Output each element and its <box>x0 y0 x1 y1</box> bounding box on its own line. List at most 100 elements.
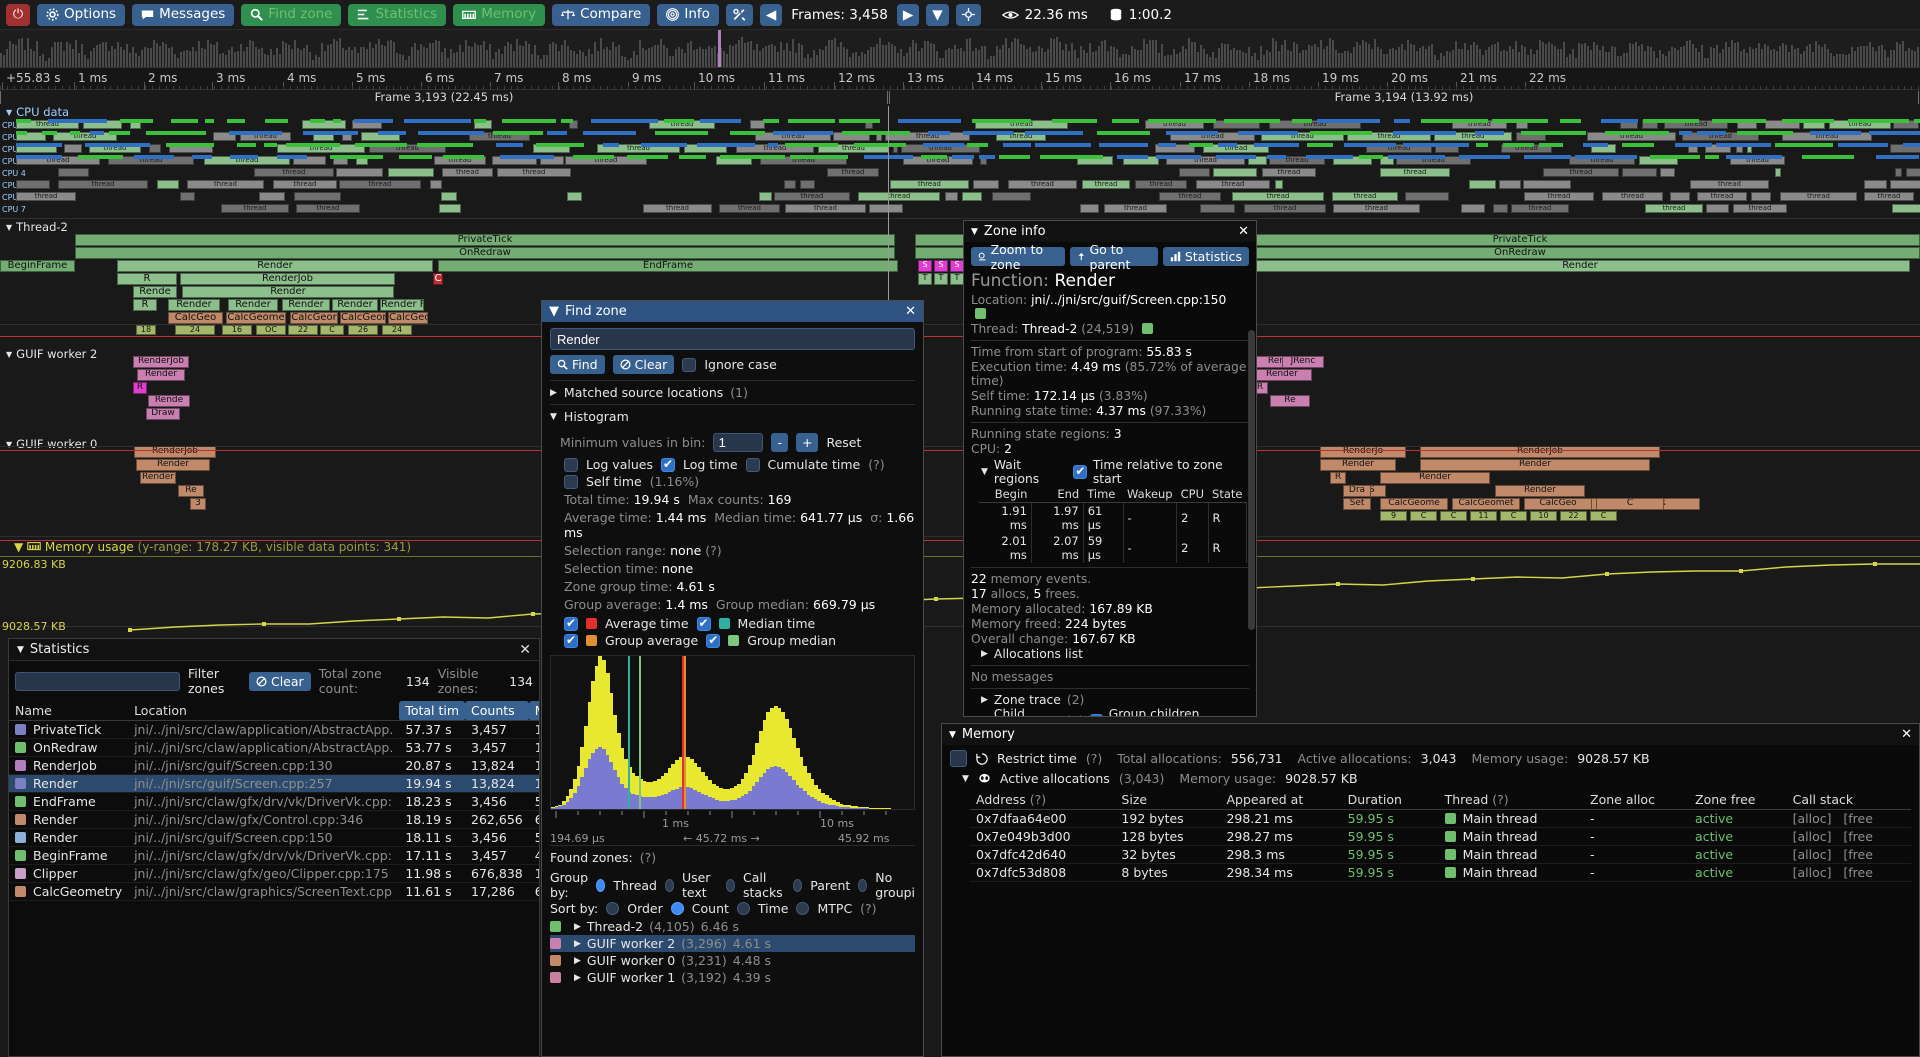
col-name[interactable]: Name <box>9 701 129 721</box>
cpu-zone[interactable]: thread <box>827 168 879 177</box>
min-values-input[interactable] <box>713 433 764 452</box>
options-button[interactable]: Options <box>37 3 126 26</box>
cpu-zone[interactable]: thread <box>1511 204 1569 213</box>
sort-by-order-radio[interactable] <box>606 902 620 915</box>
histogram-reset-button[interactable]: Reset <box>826 435 862 450</box>
cpu-zone[interactable] <box>16 180 50 189</box>
cpu-zone[interactable]: thread <box>1269 156 1325 165</box>
frame-bar[interactable]: Frame 3,194 (13.92 ms) <box>889 91 1919 104</box>
cpu-zone[interactable]: thread <box>1261 132 1344 141</box>
track-header-guif-worker-2[interactable]: ▼ GUIF worker 2 <box>6 347 97 361</box>
legend-median-time-checkbox[interactable] <box>696 616 711 631</box>
cpu-zone[interactable]: thread <box>1244 204 1326 213</box>
cpu-zone[interactable]: thread <box>1690 180 1769 189</box>
messages-button[interactable]: Messages <box>132 3 235 26</box>
histogram-chart[interactable] <box>550 655 915 810</box>
timeline-zone[interactable]: RenderJob <box>1420 446 1660 458</box>
col-location[interactable]: Location <box>128 701 400 721</box>
crosshair-icon[interactable] <box>955 3 981 26</box>
find-zone-clear-button[interactable]: Clear <box>612 355 675 374</box>
cpu-zone[interactable] <box>869 204 903 213</box>
cpu-zone[interactable]: thread <box>996 132 1046 141</box>
table-row[interactable]: EndFrame jni/../jni/src/claw/gfx/drv/vk/D… <box>9 792 539 811</box>
timeline-zone[interactable]: Re <box>1270 395 1310 407</box>
group-children-checkbox[interactable] <box>1089 713 1103 716</box>
timeline-marker-zone[interactable]: T <box>950 273 964 285</box>
mem-col-thread[interactable]: Thread (?) <box>1438 790 1585 810</box>
zone-info-title-bar[interactable]: ▼ Zone info ✕ <box>964 221 1256 242</box>
cpu-zone[interactable]: thread <box>1645 204 1703 213</box>
cpu-zone[interactable] <box>962 192 982 201</box>
timeline-zone-marker[interactable]: C <box>433 273 443 285</box>
timeline-marker-zone[interactable]: T <box>934 273 948 285</box>
timeline-zone[interactable]: Render <box>228 299 278 311</box>
legend-group-average-checkbox[interactable] <box>564 633 578 648</box>
frame-strip[interactable] <box>0 30 1920 68</box>
zoom-to-zone-button[interactable]: Zoom to zone <box>971 242 1065 272</box>
zone-trace-section[interactable]: ▶ Zone trace (2) <box>981 693 1249 707</box>
group-by-parent-radio[interactable] <box>793 878 803 892</box>
timeline-zone[interactable]: EndFrame <box>438 260 898 272</box>
cpu-zone[interactable] <box>1775 168 1781 177</box>
cpu-zone[interactable]: thread <box>1602 192 1663 201</box>
timeline-zone[interactable]: C <box>1440 511 1467 521</box>
timeline-zone[interactable]: 26 <box>348 325 378 335</box>
col-mtpc[interactable]: MTPC <box>528 701 539 721</box>
memory-window[interactable]: ▼ Memory ✕ Restrict time (?) Total alloc… <box>941 723 1920 1057</box>
timeline-zone[interactable]: Render <box>1495 485 1585 497</box>
cpu-zone[interactable]: thread <box>296 204 360 213</box>
cpu-zone[interactable]: thread <box>1864 192 1914 201</box>
timeline-zone[interactable]: R <box>1330 472 1346 484</box>
zone-statistics-button[interactable]: Statistics <box>1162 247 1249 266</box>
min-values-plus-button[interactable]: + <box>795 433 819 452</box>
found-zone-groups[interactable]: ▶ Thread-2 (4,105) 6.46 s ▶ GUIF worker 2 (3,2… <box>550 918 915 986</box>
timeline-zone[interactable]: 11 <box>1470 511 1497 521</box>
cpu-zone[interactable]: thread <box>1733 204 1787 213</box>
legend-average-time-checkbox[interactable] <box>564 616 578 631</box>
cpu-zone[interactable]: thread <box>221 204 289 213</box>
cpu-zone[interactable] <box>16 132 46 141</box>
timeline-zone[interactable]: RenderJob <box>180 273 395 285</box>
cpu-zone[interactable]: thread <box>1697 192 1747 201</box>
cpu-zone[interactable] <box>64 144 82 153</box>
cpu-zone[interactable]: thread <box>1333 204 1420 213</box>
frame-bars[interactable] <box>0 35 1920 67</box>
cpu-zone[interactable] <box>569 120 578 129</box>
table-row[interactable]: Render jni/../jni/src/guif/Screen.cpp:257… <box>9 774 539 793</box>
cpu-zone[interactable] <box>1670 192 1690 201</box>
track-header-guif-worker-0[interactable]: ▼ GUIF worker 0 <box>6 437 97 451</box>
statistics-clear-button[interactable]: Clear <box>248 671 311 691</box>
cpu-zone[interactable] <box>213 132 236 141</box>
cpu-zone[interactable]: thread <box>1166 156 1245 165</box>
cpu-zone[interactable] <box>293 156 326 165</box>
sort-by-count-radio[interactable] <box>670 902 684 915</box>
table-row[interactable]: CalcGeometry jni/../jni/src/claw/graphics… <box>9 882 539 901</box>
table-row[interactable]: RenderJob jni/../jni/src/guif/Screen.cpp:… <box>9 756 539 775</box>
cpu-zone[interactable]: thread <box>16 120 79 129</box>
cpu-zone[interactable] <box>58 168 89 177</box>
cpu-zone[interactable] <box>259 192 285 201</box>
timeline-zone[interactable]: RenderJo <box>1320 446 1406 458</box>
timeline-zone[interactable]: Render <box>136 459 210 471</box>
cpu-zone[interactable] <box>1706 204 1729 213</box>
memory-allocations-table[interactable]: Address (?) Size Appeared at Duration Th… <box>970 790 1911 882</box>
timeline-zone[interactable]: 22 <box>288 325 318 335</box>
cpu-zone[interactable] <box>294 192 341 201</box>
timeline-zone[interactable]: Render <box>182 286 394 298</box>
timeline-zone[interactable]: Render <box>282 299 330 311</box>
mem-col-address[interactable]: Address (?) <box>970 790 1116 810</box>
list-item[interactable]: ▶ GUIF worker 0 (3,231) 4.48 s <box>550 952 915 969</box>
timeline-zone[interactable]: Render <box>1420 459 1650 471</box>
cpu-zone[interactable]: thread <box>1159 192 1221 201</box>
timeline-zone[interactable]: C <box>1596 498 1664 510</box>
table-row[interactable]: Clipper jni/../jni/src/claw/gfx/geo/Clipp… <box>9 864 539 883</box>
group-by-none-radio[interactable] <box>858 878 868 892</box>
timeline-zone[interactable]: Render <box>117 260 433 272</box>
log-values-checkbox[interactable] <box>564 457 578 472</box>
timeline-zone[interactable]: Dra <box>1343 485 1371 497</box>
cpu-zone[interactable] <box>1469 180 1496 189</box>
cpu-zone[interactable]: thread <box>1347 132 1431 141</box>
cpu-zone[interactable]: thread <box>1780 192 1857 201</box>
cpu-zone[interactable] <box>180 192 195 201</box>
timeline-zone[interactable]: R <box>133 299 157 311</box>
